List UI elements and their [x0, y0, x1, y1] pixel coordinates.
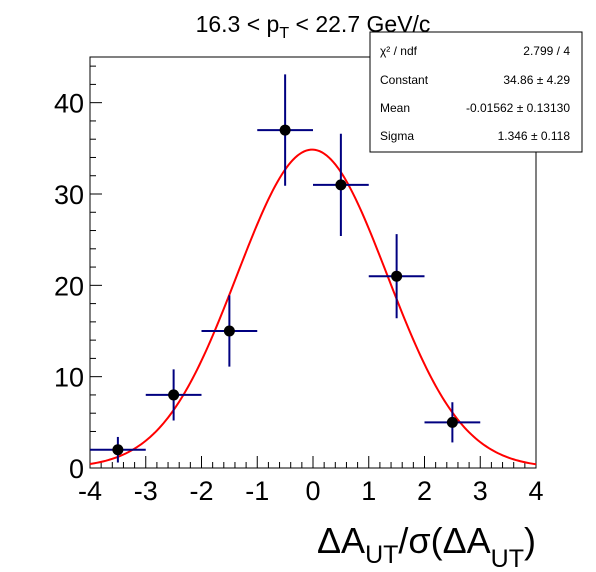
point-marker	[446, 416, 458, 428]
y-tick-label: 20	[54, 271, 84, 301]
x-tick-label: 3	[473, 476, 488, 506]
title-subscript: T	[279, 25, 289, 42]
data-point	[368, 234, 425, 319]
stats-label-sigma: Sigma	[380, 129, 414, 143]
stats-label-mean: Mean	[380, 101, 410, 115]
x-axis-title-suffix: )	[524, 520, 536, 561]
point-marker	[335, 179, 347, 191]
x-tick-label: -4	[78, 476, 102, 506]
point-marker	[391, 270, 403, 282]
stats-label-constant: Constant	[380, 73, 429, 87]
x-tick-label: -2	[189, 476, 213, 506]
stats-value-constant: 34.86 ± 4.29	[503, 73, 570, 87]
x-axis-title-middle: /σ(ΔA	[398, 520, 490, 561]
stats-box-frame	[369, 31, 583, 153]
stats-value-mean: -0.01562 ± 0.13130	[466, 101, 570, 115]
y-tick-label: 40	[54, 89, 84, 119]
x-tick-label: -1	[245, 476, 269, 506]
stats-value-sigma: 1.346 ± 0.118	[498, 129, 571, 143]
data-point	[424, 402, 481, 443]
title-main: 16.3 < p	[196, 11, 280, 37]
point-marker	[223, 325, 235, 337]
data-point	[201, 295, 258, 367]
x-tick-label: 2	[417, 476, 432, 506]
data-point	[257, 74, 313, 186]
stats-label-chi2: χ² / ndf	[380, 44, 418, 58]
data-point	[313, 133, 369, 237]
y-tick-label: 30	[54, 180, 84, 210]
x-axis-title-prefix: ΔA	[317, 520, 365, 561]
x-axis-title: ΔAUT/σ(ΔAUT)	[317, 520, 536, 572]
axis-ticks	[89, 65, 537, 469]
x-tick-label: 4	[528, 476, 543, 506]
x-axis-title-sub2: UT	[491, 545, 524, 572]
gaussian-fit-curve	[89, 148, 537, 466]
x-tick-label: 0	[305, 476, 320, 506]
point-marker	[112, 444, 124, 456]
fit-stats-box: χ² / ndf 2.799 / 4 Constant 34.86 ± 4.29…	[369, 31, 583, 153]
data-points	[90, 74, 481, 463]
data-point	[145, 369, 202, 421]
y-tick-label: 0	[69, 454, 84, 484]
y-tick-label: 10	[54, 363, 84, 393]
data-point	[90, 436, 146, 463]
point-marker	[168, 389, 180, 401]
x-tick-label: -3	[134, 476, 158, 506]
x-axis-title-sub1: UT	[365, 541, 398, 569]
stats-value-chi2: 2.799 / 4	[523, 44, 570, 58]
point-marker	[279, 124, 291, 136]
x-tick-label: 1	[361, 476, 376, 506]
